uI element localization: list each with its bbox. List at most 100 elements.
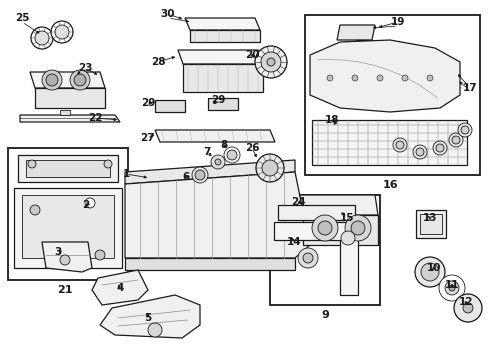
Text: 13: 13 bbox=[422, 213, 436, 223]
Polygon shape bbox=[20, 115, 120, 122]
Circle shape bbox=[195, 170, 204, 180]
Text: 1: 1 bbox=[122, 169, 129, 179]
Circle shape bbox=[444, 281, 458, 295]
Circle shape bbox=[266, 58, 274, 66]
Text: 23: 23 bbox=[78, 63, 92, 73]
Circle shape bbox=[210, 155, 224, 169]
Circle shape bbox=[457, 123, 471, 137]
Circle shape bbox=[254, 46, 286, 78]
Polygon shape bbox=[125, 258, 294, 270]
Circle shape bbox=[30, 205, 40, 215]
Circle shape bbox=[303, 253, 312, 263]
Bar bbox=[8, 148, 128, 280]
Text: 21: 21 bbox=[57, 285, 73, 295]
Circle shape bbox=[262, 160, 278, 176]
Polygon shape bbox=[18, 155, 118, 182]
Circle shape bbox=[448, 133, 462, 147]
Circle shape bbox=[317, 221, 331, 235]
Text: 27: 27 bbox=[140, 133, 154, 143]
Polygon shape bbox=[309, 40, 459, 112]
Circle shape bbox=[345, 215, 370, 241]
Text: 28: 28 bbox=[150, 57, 165, 67]
Bar bbox=[311, 120, 466, 165]
Polygon shape bbox=[207, 98, 238, 110]
Circle shape bbox=[226, 150, 237, 160]
Text: 19: 19 bbox=[390, 17, 405, 27]
Circle shape bbox=[451, 136, 459, 144]
Circle shape bbox=[31, 27, 53, 49]
Text: 17: 17 bbox=[462, 83, 476, 93]
Polygon shape bbox=[190, 30, 260, 42]
Text: 8: 8 bbox=[220, 140, 227, 150]
Text: 16: 16 bbox=[382, 180, 397, 190]
Polygon shape bbox=[455, 294, 479, 322]
Polygon shape bbox=[92, 270, 148, 305]
Circle shape bbox=[28, 160, 36, 168]
Circle shape bbox=[395, 141, 403, 149]
Polygon shape bbox=[42, 242, 92, 272]
Text: 29: 29 bbox=[210, 95, 225, 105]
Polygon shape bbox=[60, 110, 70, 115]
Circle shape bbox=[414, 257, 444, 287]
Text: 10: 10 bbox=[426, 263, 440, 273]
Circle shape bbox=[438, 275, 464, 301]
Circle shape bbox=[420, 263, 438, 281]
Text: 30: 30 bbox=[161, 9, 175, 19]
Circle shape bbox=[432, 141, 446, 155]
Polygon shape bbox=[100, 295, 200, 338]
Text: 2: 2 bbox=[82, 200, 89, 210]
Text: 5: 5 bbox=[144, 313, 151, 323]
Text: 22: 22 bbox=[87, 113, 102, 123]
Circle shape bbox=[46, 74, 58, 86]
Circle shape bbox=[85, 198, 95, 208]
Text: 15: 15 bbox=[339, 213, 353, 223]
Circle shape bbox=[51, 21, 73, 43]
Text: 26: 26 bbox=[244, 143, 259, 153]
Circle shape bbox=[215, 159, 221, 165]
Polygon shape bbox=[125, 172, 309, 258]
Circle shape bbox=[460, 126, 468, 134]
Text: 20: 20 bbox=[244, 50, 259, 60]
Polygon shape bbox=[125, 160, 294, 184]
Bar bbox=[26, 160, 110, 177]
Circle shape bbox=[95, 250, 105, 260]
Polygon shape bbox=[30, 72, 105, 88]
Circle shape bbox=[42, 70, 62, 90]
Circle shape bbox=[297, 248, 317, 268]
Circle shape bbox=[426, 75, 432, 81]
Circle shape bbox=[392, 138, 406, 152]
Bar bbox=[269, 195, 379, 305]
Polygon shape bbox=[355, 40, 369, 50]
Text: 25: 25 bbox=[15, 13, 29, 23]
Polygon shape bbox=[184, 18, 260, 30]
Circle shape bbox=[453, 294, 481, 322]
Circle shape bbox=[340, 231, 354, 245]
Polygon shape bbox=[155, 130, 274, 142]
Polygon shape bbox=[299, 195, 377, 215]
Text: 24: 24 bbox=[290, 197, 305, 207]
Circle shape bbox=[376, 75, 382, 81]
Polygon shape bbox=[183, 64, 263, 92]
Text: 4: 4 bbox=[116, 283, 123, 293]
Text: 11: 11 bbox=[444, 280, 458, 290]
Polygon shape bbox=[273, 222, 357, 295]
Polygon shape bbox=[155, 100, 184, 112]
Circle shape bbox=[256, 154, 284, 182]
Circle shape bbox=[350, 221, 364, 235]
Circle shape bbox=[224, 147, 240, 163]
Circle shape bbox=[55, 25, 69, 39]
Circle shape bbox=[415, 148, 423, 156]
Circle shape bbox=[401, 75, 407, 81]
Text: 6: 6 bbox=[182, 172, 189, 182]
Circle shape bbox=[326, 75, 332, 81]
Circle shape bbox=[448, 285, 454, 291]
Circle shape bbox=[148, 323, 162, 337]
Polygon shape bbox=[178, 50, 263, 64]
Bar bbox=[419, 214, 441, 234]
Circle shape bbox=[74, 74, 86, 86]
Text: 14: 14 bbox=[286, 237, 301, 247]
Text: 9: 9 bbox=[321, 310, 328, 320]
Polygon shape bbox=[336, 25, 374, 40]
Circle shape bbox=[412, 145, 426, 159]
Text: 7: 7 bbox=[203, 147, 210, 157]
